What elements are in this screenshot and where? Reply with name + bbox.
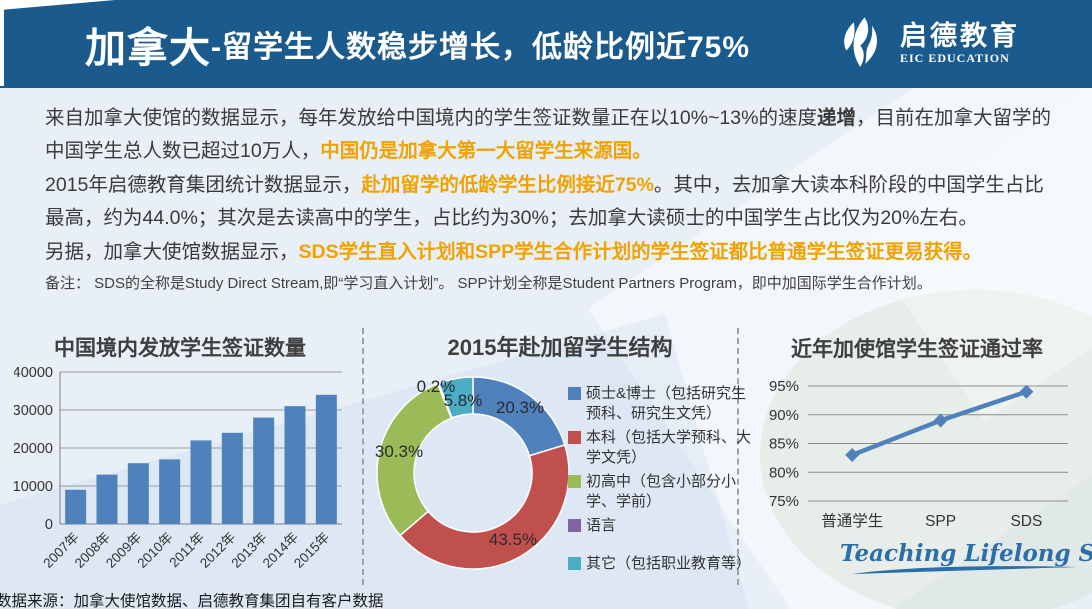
- page-title-subtitle: -留学生人数稳步增长，低龄比例近75%: [211, 31, 751, 64]
- y-tick-label: 20000: [14, 441, 53, 457]
- legend-swatch: [568, 475, 581, 488]
- text-segment: 。其中，去加拿大读本科阶段的中国学生占比最高，约为44.0%；其次是去读高中的学…: [45, 174, 1044, 229]
- section-divider: [362, 328, 364, 585]
- legend-swatch: [568, 387, 581, 400]
- eic-logo-text: 启德教育 EIC EDUCATION: [900, 21, 1020, 66]
- page-title: 加拿大 -留学生人数稳步增长，低龄比例近75%: [85, 0, 750, 88]
- donut-slice: [437, 376, 474, 419]
- footnote-text: 备注： SDS的全称是Study Direct Stream,即“学习直入计划”…: [45, 271, 1063, 297]
- data-point-marker: [845, 448, 860, 462]
- legend-item: 初高中（包含小部分小学、学前）: [568, 472, 758, 512]
- intro-paragraph: 2015年启德教育集团统计数据显示，赴加留学的低龄学生比例接近75%。其中，去加…: [45, 169, 1063, 235]
- bar-2013年: [253, 417, 275, 524]
- data-point-marker: [933, 413, 948, 428]
- x-tick-label: 2010年: [134, 530, 175, 571]
- donut-percent-label: 30.3%: [374, 442, 424, 461]
- eic-logo-icon: [844, 17, 878, 68]
- bar-2008年: [96, 474, 118, 524]
- header-bar: 加拿大 -留学生人数稳步增长，低龄比例近75% 启德教育 EIC EDUCATI…: [0, 0, 1092, 88]
- legend-swatch: [568, 431, 581, 444]
- text-segment: 2015年启德教育集团统计数据显示，: [45, 174, 362, 196]
- donut-percent-label: 20.3%: [495, 398, 545, 417]
- x-tick-label: 2015年: [291, 530, 332, 571]
- legend-item: 硕士&博士（包括研究生预科、研究生文凭）: [568, 384, 758, 424]
- text-segment: 中国仍是加拿大第一大留学生来源国。: [320, 140, 652, 162]
- donut-percent-label: 43.5%: [488, 530, 538, 549]
- intro-paragraph: 另据，加拿大使馆数据显示，SDS学生直入计划和SPP学生合作计划的学生签证都比普…: [45, 236, 1063, 269]
- slogan: Teaching Lifelong Success: [840, 540, 1092, 577]
- y-tick-label: 90%: [769, 407, 799, 424]
- data-source-note: 数据来源：加拿大使馆数据、启德教育集团自有客户数据: [0, 593, 384, 609]
- x-tick-label: SPP: [925, 513, 956, 530]
- legend-label: 初高中（包含小部分小学、学前）: [586, 473, 737, 510]
- section-divider: [737, 328, 739, 585]
- text-segment: ，目前在加拿大留学的中国学生总人数已超过10万人，: [45, 107, 1051, 162]
- bar-chart-title: 中国境内发放学生签证数量: [54, 337, 306, 360]
- data-point-marker: [1019, 384, 1034, 399]
- bar-2014年: [284, 406, 306, 524]
- text-segment: 来自加拿大使馆的数据显示，每年发放给中国境内的学生签证数量正在以10%~13%的…: [45, 107, 817, 129]
- legend-item: 语言: [568, 516, 758, 536]
- bar-2010年: [159, 459, 181, 524]
- legend-label: 其它（包括职业教育等）: [586, 555, 752, 572]
- donut-percent-label: 0.2%: [416, 377, 456, 396]
- legend-label: 语言: [586, 517, 617, 534]
- corner-wedge: [0, 0, 115, 10]
- eic-logo: 启德教育 EIC EDUCATION: [836, 14, 1020, 72]
- donut-percent-label: 5.8%: [443, 391, 483, 410]
- slogan-text: Teaching Lifelong Success: [840, 540, 1092, 567]
- legend-item: 其它（包括职业教育等）: [568, 554, 758, 574]
- left-strip: [0, 0, 4, 86]
- slogan-swoosh: [852, 566, 1078, 574]
- legend-swatch: [568, 519, 581, 532]
- bar-2011年: [190, 440, 212, 524]
- text-segment: 另据，加拿大使馆数据显示，: [45, 241, 299, 263]
- y-tick-label: 40000: [14, 365, 53, 381]
- page-title-country: 加拿大: [85, 25, 211, 71]
- y-tick-label: 75%: [769, 493, 799, 510]
- x-tick-label: 普通学生: [821, 512, 883, 530]
- line-chart: 75% 80% 85% 90% 95% 普通学生 SPP SDS: [769, 378, 1068, 530]
- intro-text-block: 来自加拿大使馆的数据显示，每年发放给中国境内的学生签证数量正在以10%~13%的…: [45, 102, 1063, 298]
- bar-2015年: [315, 394, 337, 524]
- legend-label: 硕士&博士（包括研究生预科、研究生文凭）: [586, 385, 747, 422]
- text-segment: 备注： SDS的全称是Study Direct Stream,即“学习直入计划”…: [45, 275, 932, 292]
- y-tick-label: 95%: [769, 378, 799, 395]
- bar-2007年: [65, 489, 87, 524]
- y-tick-label: 80%: [769, 464, 799, 481]
- bar-chart: 0100002000030000400002007年2008年2009年2010…: [14, 365, 342, 571]
- donut-slice: [376, 382, 453, 537]
- line-chart-title: 近年加使馆学生签证通过率: [791, 338, 1043, 361]
- y-tick-label: 30000: [14, 403, 53, 419]
- text-segment: 赴加留学的低龄学生比例接近75%: [361, 174, 654, 196]
- y-tick-label: 85%: [769, 436, 799, 453]
- donut-slice: [398, 444, 570, 570]
- donut-chart-title: 2015年赴加留学生结构: [447, 335, 673, 360]
- legend-swatch: [568, 557, 581, 570]
- legend-item: 本科（包括大学预科、大学文凭）: [568, 428, 758, 468]
- donut-legend: 硕士&博士（包括研究生预科、研究生文凭） 本科（包括大学预科、大学文凭） 初高中（包…: [568, 384, 758, 578]
- text-segment: SDS学生直入计划和SPP学生合作计划的学生签证都比普通学生签证更易获得。: [298, 241, 983, 263]
- bar-2009年: [127, 463, 149, 524]
- donut-chart: [376, 376, 570, 570]
- text-segment: 递增: [816, 107, 856, 129]
- y-tick-label: 10000: [14, 479, 53, 495]
- bar-2012年: [221, 432, 243, 524]
- eic-logo-en: EIC EDUCATION: [900, 50, 1010, 65]
- x-tick-label: SDS: [1010, 513, 1042, 530]
- eic-logo-cn: 启德教育: [900, 20, 1020, 51]
- y-tick-label: 0: [45, 517, 53, 533]
- legend-label: 本科（包括大学预科、大学文凭）: [586, 429, 752, 466]
- intro-paragraph: 来自加拿大使馆的数据显示，每年发放给中国境内的学生签证数量正在以10%~13%的…: [45, 102, 1063, 168]
